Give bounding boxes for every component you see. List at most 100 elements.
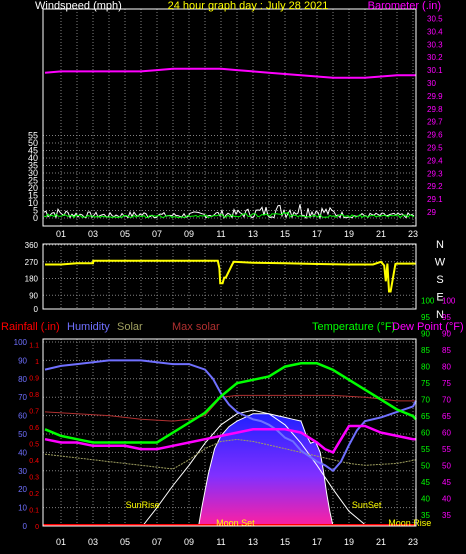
compass-label: N [436,239,444,251]
wind-panel-frame [42,8,417,227]
barometer-tick-label: 29.6 [427,131,443,140]
barometer-axis-title: Barometer (.in) [368,0,441,12]
windspeed-tick-label: 25 [28,176,38,186]
x-tick-label: 01 [56,537,66,547]
x-tick-label: 17 [312,229,322,239]
windspeed-tick-label: 55 [28,131,38,141]
x-tick-label: 09 [184,229,194,239]
humidity-tick-label: 0 [23,522,28,531]
direction-tick-label: 90 [29,291,38,300]
barometer-tick-label: 29.7 [427,118,443,127]
x-tick-label: 07 [152,229,162,239]
rainfall-tick-label: 0.9 [29,376,39,383]
compass-label: W [435,257,446,269]
direction-tick-label: 270 [25,258,39,267]
direction-panel-frame [42,243,417,310]
humidity-tick-label: 60 [18,412,27,421]
legend-max-solar: Max solar [172,321,220,333]
sun-moon-annotations: SunRise SunSet Moon Set Moon Rise [126,500,432,528]
legend-rainfall: Rainfall (.in) [1,321,60,333]
dew-point-tick-label: 50 [442,462,451,471]
compass-label: E [436,292,443,304]
sunrise-label: SunRise [126,500,160,510]
direction-tick-label: 180 [25,275,39,284]
x-tick-label: 15 [280,229,290,239]
wind-plot-area [43,67,416,220]
humidity-tick-label: 100 [14,338,28,347]
x-tick-label: 03 [88,537,98,547]
moonrise-label: Moon Rise [388,518,431,528]
barometer-line [44,67,416,79]
rainfall-tick-label: 0 [35,524,39,531]
barometer-tick-label: 29.8 [427,105,443,114]
barometer-tick-label: 30.1 [427,66,443,75]
rainfall-tick-label: 0.7 [29,409,39,416]
temperature-tick-label: 95 [421,313,430,322]
temperature-tick-label: 80 [421,363,430,372]
sunset-label: SunSet [352,500,382,510]
temperature-tick-label: 40 [421,495,430,504]
dew-point-tick-label: 35 [442,511,451,520]
x-tick-label: 05 [120,537,130,547]
windspeed-tick-label: 30 [28,168,38,178]
humidity-axis: 0 10 20 30 40 50 60 70 80 90 100 [14,338,28,531]
barometer-tick-label: 30 [427,79,436,88]
wind-direction-line [45,259,416,293]
humidity-tick-label: 30 [18,467,27,476]
rainfall-tick-label: 0.2 [29,491,39,498]
x-tick-label: 21 [376,537,386,547]
direction-tick-label: 360 [25,241,39,250]
barometer-tick-label: 30.3 [427,40,443,49]
humidity-tick-label: 20 [18,485,27,494]
max-solar-curve [142,409,367,527]
dew-point-tick-label: 70 [442,396,451,405]
barometer-tick-label: 30.5 [427,15,443,24]
temperature-tick-label: 55 [421,445,430,454]
windspeed-tick-label: 10 [28,198,38,208]
windspeed-tick-label: 45 [28,146,38,156]
direction-axis: 0 90 180 270 360 [25,241,39,314]
x-tick-label: 21 [376,229,386,239]
x-tick-label: 03 [88,229,98,239]
barometer-tick-label: 29 [427,208,436,217]
windspeed-tick-label: 20 [28,183,38,193]
wind-speed-line [43,204,415,220]
dew-point-tick-label: 45 [442,478,451,487]
humidity-tick-label: 40 [18,448,27,457]
dew-point-tick-label: 65 [442,412,451,421]
humidity-tick-label: 50 [18,430,27,439]
x-tick-label: 23 [408,229,418,239]
legend-temperature: Temperature (°F) [312,321,395,333]
rainfall-tick-label: 1.1 [29,343,39,350]
x-tick-label: 09 [184,537,194,547]
barometer-tick-label: 29.4 [427,156,443,165]
legend-solar: Solar [117,321,143,333]
rainfall-baseline [43,524,416,526]
conditions-x-axis: 01 03 05 07 09 11 13 15 17 19 21 23 [56,537,418,547]
x-tick-label: 15 [280,537,290,547]
barometer-tick-label: 29.9 [427,92,443,101]
temperature-axis: 35 40 45 50 55 60 65 70 75 80 85 90 95 100 [421,297,435,520]
temperature-tick-label: 65 [421,412,430,421]
legend-dew-point: Dew Point (°F) [392,321,464,333]
moonset-label: Moon Set [216,518,255,528]
rainfall-tick-label: 0.3 [29,475,39,482]
temperature-tick-label: 75 [421,379,430,388]
temperature-tick-label: 85 [421,346,430,355]
conditions-panel-frame [42,338,417,527]
dew-point-tick-label: 95 [442,313,451,322]
dew-point-tick-label: 90 [442,330,451,339]
temperature-tick-label: 100 [421,297,435,306]
x-tick-label: 13 [248,229,258,239]
dew-point-axis: 35 40 45 50 55 60 65 70 75 80 85 90 95 100 [442,297,456,520]
barometer-tick-label: 29.5 [427,144,443,153]
temperature-tick-label: 35 [421,511,430,520]
rainfall-tick-label: 0.6 [29,425,39,432]
x-tick-label: 19 [344,537,354,547]
windspeed-tick-label: 40 [28,153,38,163]
rainfall-tick-label: 0.1 [29,508,39,515]
